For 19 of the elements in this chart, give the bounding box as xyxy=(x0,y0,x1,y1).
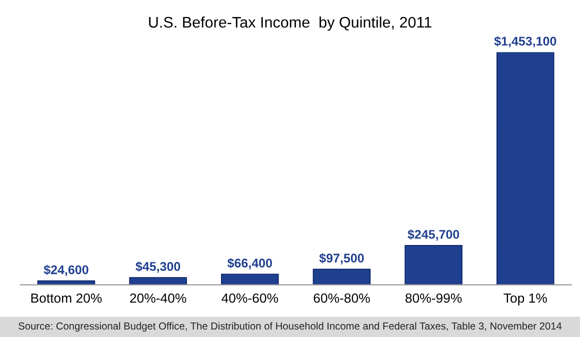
x-tick-label: 40%-60% xyxy=(222,293,278,303)
data-label: $1,453,100 xyxy=(494,36,556,48)
source-note: Source: Congressional Budget Office, The Distribution of Household Income and Federal Taxes, Table 3, November 2014 xyxy=(18,322,562,332)
bar xyxy=(220,274,279,285)
bar xyxy=(129,277,187,285)
x-tick-label: 80%-99% xyxy=(406,293,462,303)
x-tick-label: Bottom 20% xyxy=(31,293,102,303)
bar xyxy=(496,52,554,285)
data-label: $24,600 xyxy=(44,264,88,276)
x-tick-label: 20%-40% xyxy=(130,293,186,303)
bar xyxy=(404,245,462,285)
data-label: $245,700 xyxy=(408,229,460,241)
chart-title: U.S. Before-Tax Income by Quintile, 2011 xyxy=(149,16,432,31)
data-label: $45,300 xyxy=(136,261,180,273)
bar xyxy=(312,268,371,285)
x-tick-label: 60%-80% xyxy=(314,293,370,303)
data-label: $97,500 xyxy=(319,253,364,264)
data-label: $66,400 xyxy=(227,258,272,270)
x-tick-label: Top 1% xyxy=(504,294,547,306)
